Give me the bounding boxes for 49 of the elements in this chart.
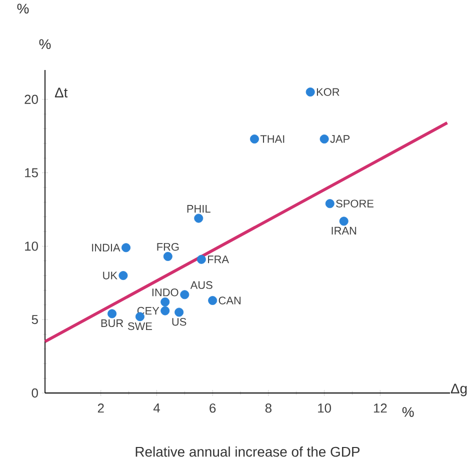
point [306,88,315,97]
point [108,309,117,318]
y-tick-label: 0 [32,388,38,398]
point [122,243,130,252]
series-label: IRAN [332,226,356,234]
x-tick-label: 8 [265,404,272,413]
y-tick-label: 15 [25,168,38,178]
point [180,290,190,300]
point [208,296,218,305]
y-tick-label: 5 [32,315,38,324]
text: Δg [450,384,467,396]
x-axis-title: Relative annual increase of the GDP [136,446,360,457]
y-tick-label: 20 [24,94,38,104]
x-tick-label: 10 [318,404,332,413]
series-label: KOR [316,88,340,96]
point [339,216,348,226]
point [194,214,204,223]
point [196,254,206,264]
series-label: INDO [152,288,178,296]
series-label: SWE [128,322,152,330]
text: % [17,4,29,14]
x-tick-label: 4 [153,404,160,412]
x-tick-label: 6 [210,404,216,413]
series-label: PHIL [187,205,210,213]
series-label: AUS [190,281,212,289]
point [160,297,170,306]
series-label: JAP [330,135,350,143]
point [118,271,128,280]
series-label: CAN [218,296,241,304]
text: % [402,407,414,417]
point [325,199,334,208]
point [250,134,259,144]
point [320,134,329,144]
x-tick-label: 12 [374,404,387,413]
y-tick-label: 10 [25,242,38,251]
text: % [39,39,51,50]
point [160,306,170,316]
series-label: FRA [208,256,229,264]
series-label: US [172,318,186,326]
series-label: UK [103,272,118,280]
point [174,308,184,317]
series-label: INDIA [92,244,120,252]
point [163,252,172,261]
series-label: BUR [101,319,124,328]
y-axis-title: Δt [54,88,68,98]
series-label: SPORE [336,200,374,208]
series-label: THAI [260,135,284,143]
series-label: FRG [157,243,179,251]
x-tick-label: 2 [98,404,104,413]
